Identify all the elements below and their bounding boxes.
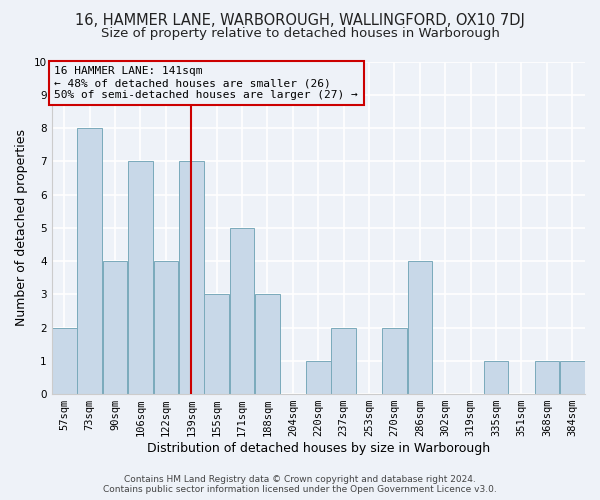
Text: Contains HM Land Registry data © Crown copyright and database right 2024.
Contai: Contains HM Land Registry data © Crown c…: [103, 474, 497, 494]
Bar: [205, 294, 229, 394]
Bar: [128, 162, 153, 394]
Bar: [103, 261, 127, 394]
Bar: [255, 294, 280, 394]
Text: 16, HAMMER LANE, WARBOROUGH, WALLINGFORD, OX10 7DJ: 16, HAMMER LANE, WARBOROUGH, WALLINGFORD…: [75, 12, 525, 28]
Bar: [407, 261, 432, 394]
Text: 16 HAMMER LANE: 141sqm
← 48% of detached houses are smaller (26)
50% of semi-det: 16 HAMMER LANE: 141sqm ← 48% of detached…: [54, 66, 358, 100]
Bar: [306, 361, 331, 394]
Bar: [52, 328, 77, 394]
Bar: [535, 361, 559, 394]
Bar: [331, 328, 356, 394]
X-axis label: Distribution of detached houses by size in Warborough: Distribution of detached houses by size …: [147, 442, 490, 455]
Bar: [179, 162, 203, 394]
Bar: [560, 361, 584, 394]
Text: Size of property relative to detached houses in Warborough: Size of property relative to detached ho…: [101, 28, 499, 40]
Bar: [382, 328, 407, 394]
Bar: [154, 261, 178, 394]
Y-axis label: Number of detached properties: Number of detached properties: [15, 130, 28, 326]
Bar: [77, 128, 102, 394]
Bar: [230, 228, 254, 394]
Bar: [484, 361, 508, 394]
